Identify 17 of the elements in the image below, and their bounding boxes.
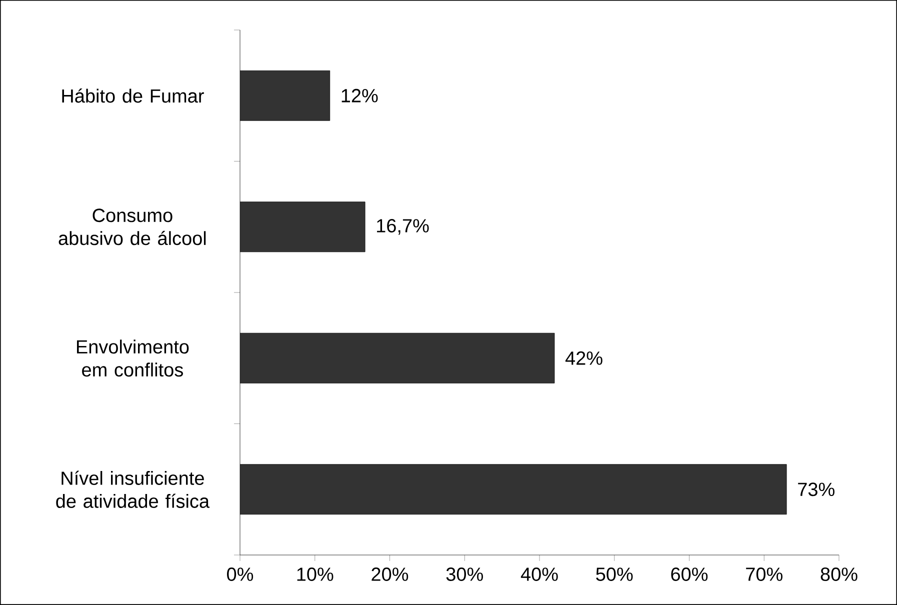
data-label: 12%: [342, 88, 378, 102]
data-label: 16,7%: [377, 219, 429, 235]
x-tick-label: 80%: [820, 568, 858, 581]
x-tick-label: 50%: [596, 568, 633, 581]
y-tick-label: Envolvimento em conflitos: [77, 340, 189, 377]
x-tick-label: 60%: [671, 568, 708, 581]
x-tick-label: 70%: [746, 568, 782, 581]
y-tick-label: Hábito de Fumar: [62, 88, 204, 103]
data-label: 73%: [798, 482, 834, 496]
data-label: 42%: [565, 351, 602, 365]
x-tick-label: 10%: [297, 568, 334, 581]
y-tick-label: Nível insuficiente de atividade física: [56, 470, 210, 508]
x-tick-label: 20%: [372, 568, 408, 581]
x-tick-label: 40%: [520, 568, 558, 581]
x-tick-label: 30%: [446, 568, 483, 581]
y-tick-label: Consumo abusivo de álcool: [58, 208, 206, 246]
x-tick-label: 0%: [227, 568, 254, 581]
